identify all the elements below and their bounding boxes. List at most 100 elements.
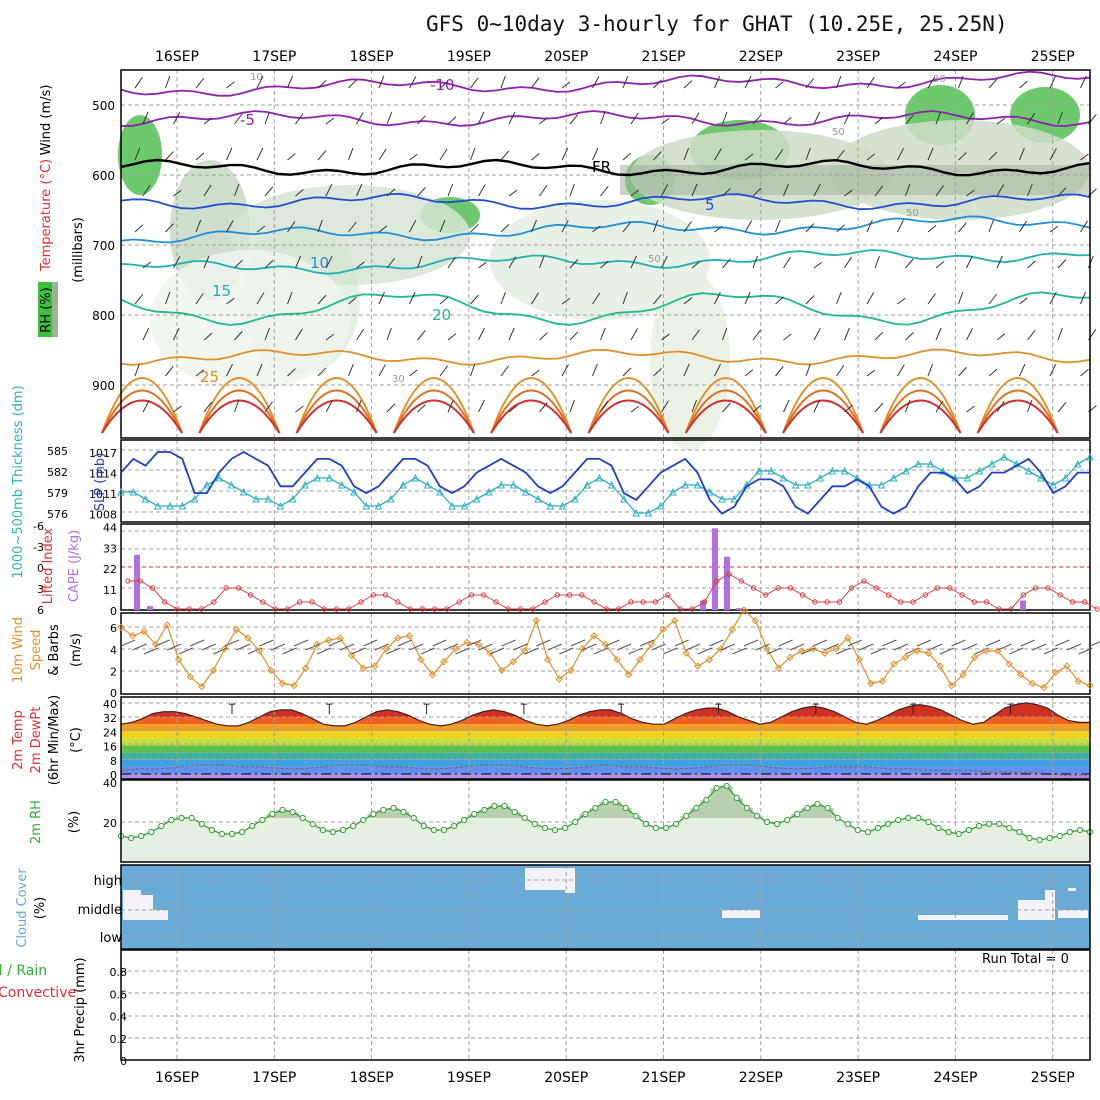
wind-barb [674, 639, 689, 647]
wind-barb [470, 363, 476, 377]
rh-marker [985, 820, 993, 828]
wind-barb [236, 643, 251, 651]
li-marker [996, 606, 1002, 612]
temp-band [121, 724, 1090, 732]
wind-barb [539, 332, 548, 341]
rh-marker [551, 826, 559, 834]
wind-barb [478, 327, 485, 341]
wind-barb [439, 296, 449, 305]
rh-marker [360, 816, 367, 824]
wind-barb [974, 647, 989, 655]
wind-barb [874, 255, 880, 269]
wind-barb [378, 75, 385, 89]
thickness-marker [166, 501, 174, 510]
wind-barb [866, 153, 876, 161]
wind-barb [847, 639, 862, 647]
thickness-marker [276, 501, 285, 510]
wind-marker [936, 662, 944, 670]
li-marker [726, 571, 732, 577]
rh-marker [683, 812, 690, 820]
rh-marker [461, 816, 468, 824]
wind-barb [397, 639, 413, 647]
wind-barb [783, 116, 792, 125]
wind-barb [836, 75, 842, 89]
rh-marker [299, 814, 306, 822]
wind-barb [836, 647, 851, 655]
temp-contour-FR [120, 158, 1091, 177]
wind-barb [559, 647, 574, 655]
wind-barb [500, 150, 510, 161]
wind-marker [140, 627, 148, 636]
wind-marker [348, 651, 356, 659]
wind-barb [1009, 647, 1024, 655]
rh-marker [1036, 836, 1043, 844]
temp-axis-label-4: (°C) [69, 727, 84, 753]
rh-label: 50 [832, 127, 845, 138]
wind-barb [966, 189, 975, 197]
rh-marker [773, 820, 781, 828]
legend-temperature: Temperature (°C) [39, 159, 54, 272]
wind-barb [536, 639, 551, 647]
thickness-marker [632, 508, 640, 517]
li-marker [1094, 606, 1100, 612]
rh-marker [511, 808, 518, 816]
temp-axis-label-1: 2m Temp [11, 710, 26, 770]
wind-marker [959, 671, 967, 679]
wind-barb [592, 147, 599, 161]
rh-area-high [498, 806, 511, 818]
temp-band [121, 745, 1090, 753]
wind-barb [897, 219, 904, 233]
cape-bar [700, 600, 706, 610]
wind-barb [339, 643, 355, 651]
rh-area-high [619, 808, 632, 818]
wind-barb [356, 399, 362, 413]
wind-barb [592, 76, 600, 89]
wind-marker [1086, 681, 1094, 690]
wind-marker [613, 655, 621, 664]
wind-marker [497, 666, 506, 675]
wind-barb [813, 328, 821, 341]
wind-barb [293, 639, 309, 647]
wind-barb [378, 291, 385, 305]
thickness-marker [644, 508, 653, 517]
thickness-marker [337, 480, 346, 489]
wind-barb [226, 81, 235, 89]
date-label-bottom: 19SEP [447, 1070, 491, 1086]
temp-contour--10 [120, 70, 1091, 97]
cloud-tick: middle [78, 903, 122, 918]
wind-barb [813, 261, 823, 269]
wind-barb [173, 112, 181, 125]
rh-axis-label-1: 2m RH [29, 800, 44, 844]
wind-barb [1066, 643, 1082, 651]
wind-barb [691, 261, 701, 269]
li-marker [615, 606, 622, 612]
thickness-marker [153, 501, 162, 510]
li-marker [971, 599, 978, 605]
wind-marker [486, 649, 494, 657]
wind-barb [775, 366, 784, 377]
thickness-marker [705, 487, 714, 496]
rh-marker [632, 812, 639, 820]
temp-contour--5 [120, 110, 1091, 127]
cloud-clear [141, 895, 153, 920]
hot-contour [782, 377, 865, 434]
rh-marker [1046, 834, 1053, 842]
wind-barb [316, 647, 332, 655]
wind-barb [905, 647, 920, 655]
li-marker [284, 606, 291, 612]
slp-tick: 1017 [89, 447, 117, 460]
hot-contour [198, 399, 281, 434]
wind-marker [820, 649, 829, 657]
wind-barb [569, 399, 575, 413]
temp-tick: 8 [110, 755, 117, 768]
wind-barb [988, 151, 998, 161]
thickness-marker [239, 487, 248, 496]
pressure-tick: 700 [92, 239, 115, 253]
wind-barb [1019, 147, 1025, 161]
li-marker [640, 599, 646, 605]
rh-area-high [811, 804, 824, 818]
thickness-marker [816, 473, 824, 482]
wind-barb [524, 647, 539, 655]
wind-marker [174, 655, 183, 664]
precip-legend-total: Total / Rain [0, 963, 47, 979]
